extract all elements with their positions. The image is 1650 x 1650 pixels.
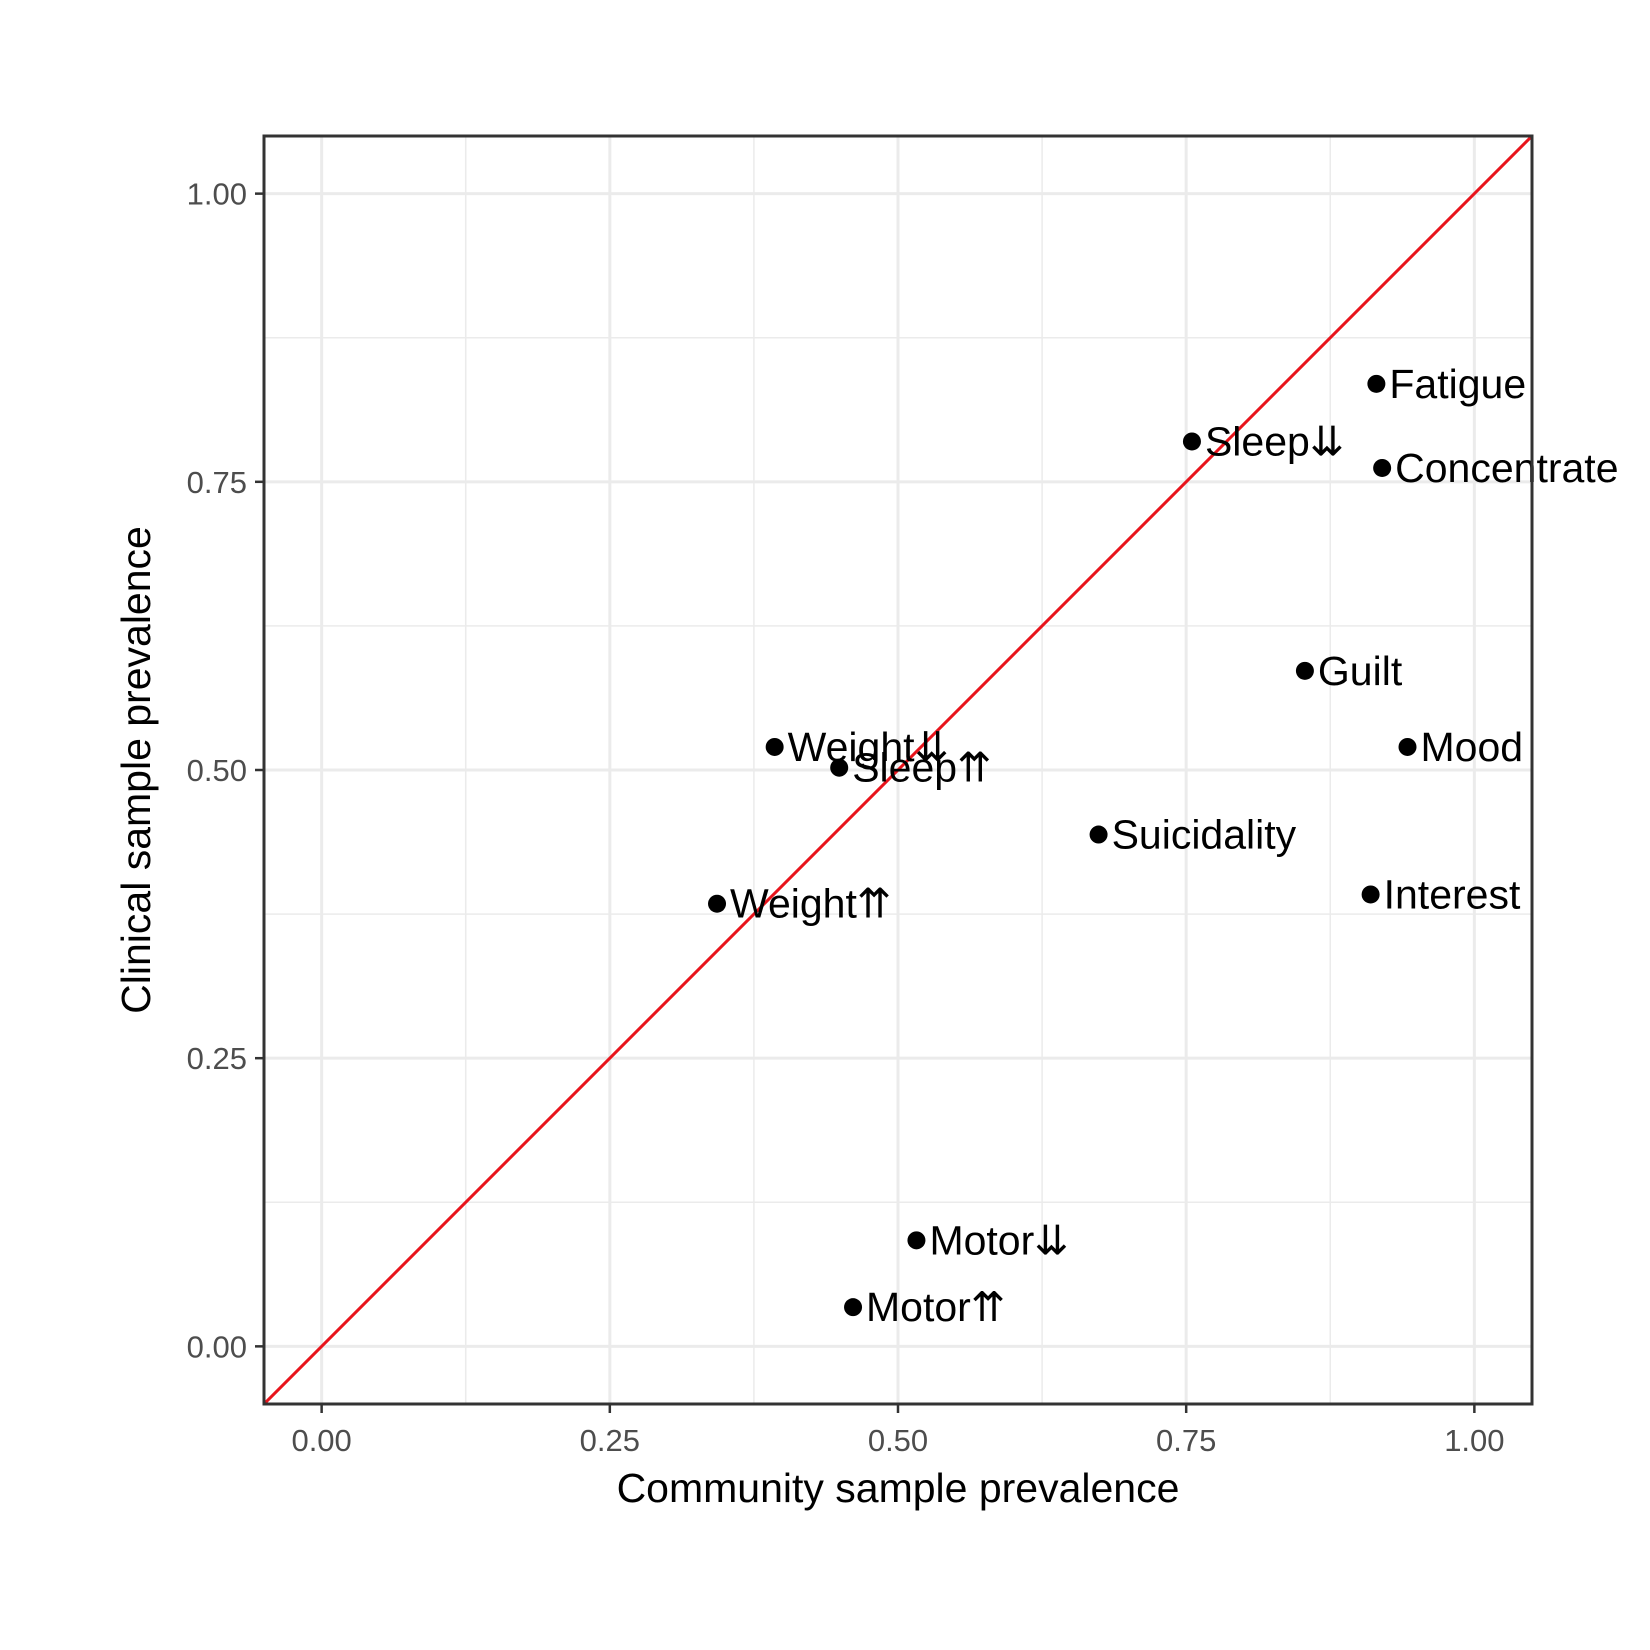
x-tick-label: 1.00 [1444, 1423, 1504, 1458]
x-tick-label: 0.25 [580, 1423, 640, 1458]
data-point [844, 1298, 863, 1317]
data-point [1367, 374, 1386, 393]
data-point [1295, 661, 1314, 680]
data-point [830, 758, 849, 777]
data-point [1361, 885, 1380, 904]
x-tick-label: 0.00 [291, 1423, 351, 1458]
point-label: Suicidality [1112, 812, 1297, 858]
x-axis-title: Community sample prevalence [617, 1465, 1180, 1511]
y-tick-label: 0.00 [187, 1329, 247, 1364]
y-tick-label: 0.50 [187, 753, 247, 788]
axis-ticks: 0.00 0.25 0.50 0.75 1.00 0.00 0.25 0.50 0.75 1.00 [187, 177, 1505, 1458]
x-tick-label: 0.50 [868, 1423, 928, 1458]
y-tick-label: 0.25 [187, 1041, 247, 1076]
point-label: Concentrate [1395, 445, 1618, 491]
data-point [1398, 737, 1417, 756]
y-tick-label: 0.75 [187, 465, 247, 500]
point-label: Sleep⇊ [1205, 418, 1344, 464]
point-label: Guilt [1318, 648, 1403, 694]
point-label: Motor⇈ [866, 1284, 1005, 1330]
y-axis-title: Clinical sample prevalence [113, 526, 159, 1014]
data-points: Fatigue Sleep⇊ Concentrate Guilt Mood Weight⇊… [708, 361, 1619, 1330]
data-point [1089, 825, 1108, 844]
point-label: Interest [1384, 871, 1521, 917]
data-point [1373, 458, 1392, 477]
data-point [1182, 432, 1201, 451]
data-point [708, 894, 727, 913]
point-label: Fatigue [1389, 361, 1526, 407]
point-label: Weight⇊ [788, 724, 949, 770]
y-tick-label: 1.00 [187, 177, 247, 212]
point-label: Weight⇈ [730, 881, 891, 927]
point-label: Motor⇊ [929, 1217, 1068, 1263]
x-tick-label: 0.75 [1156, 1423, 1216, 1458]
identity-reference-line [264, 136, 1532, 1404]
data-point [765, 737, 784, 756]
point-label: Mood [1421, 724, 1524, 770]
data-point [907, 1231, 926, 1250]
point-label: Sleep⇈ [852, 745, 991, 791]
